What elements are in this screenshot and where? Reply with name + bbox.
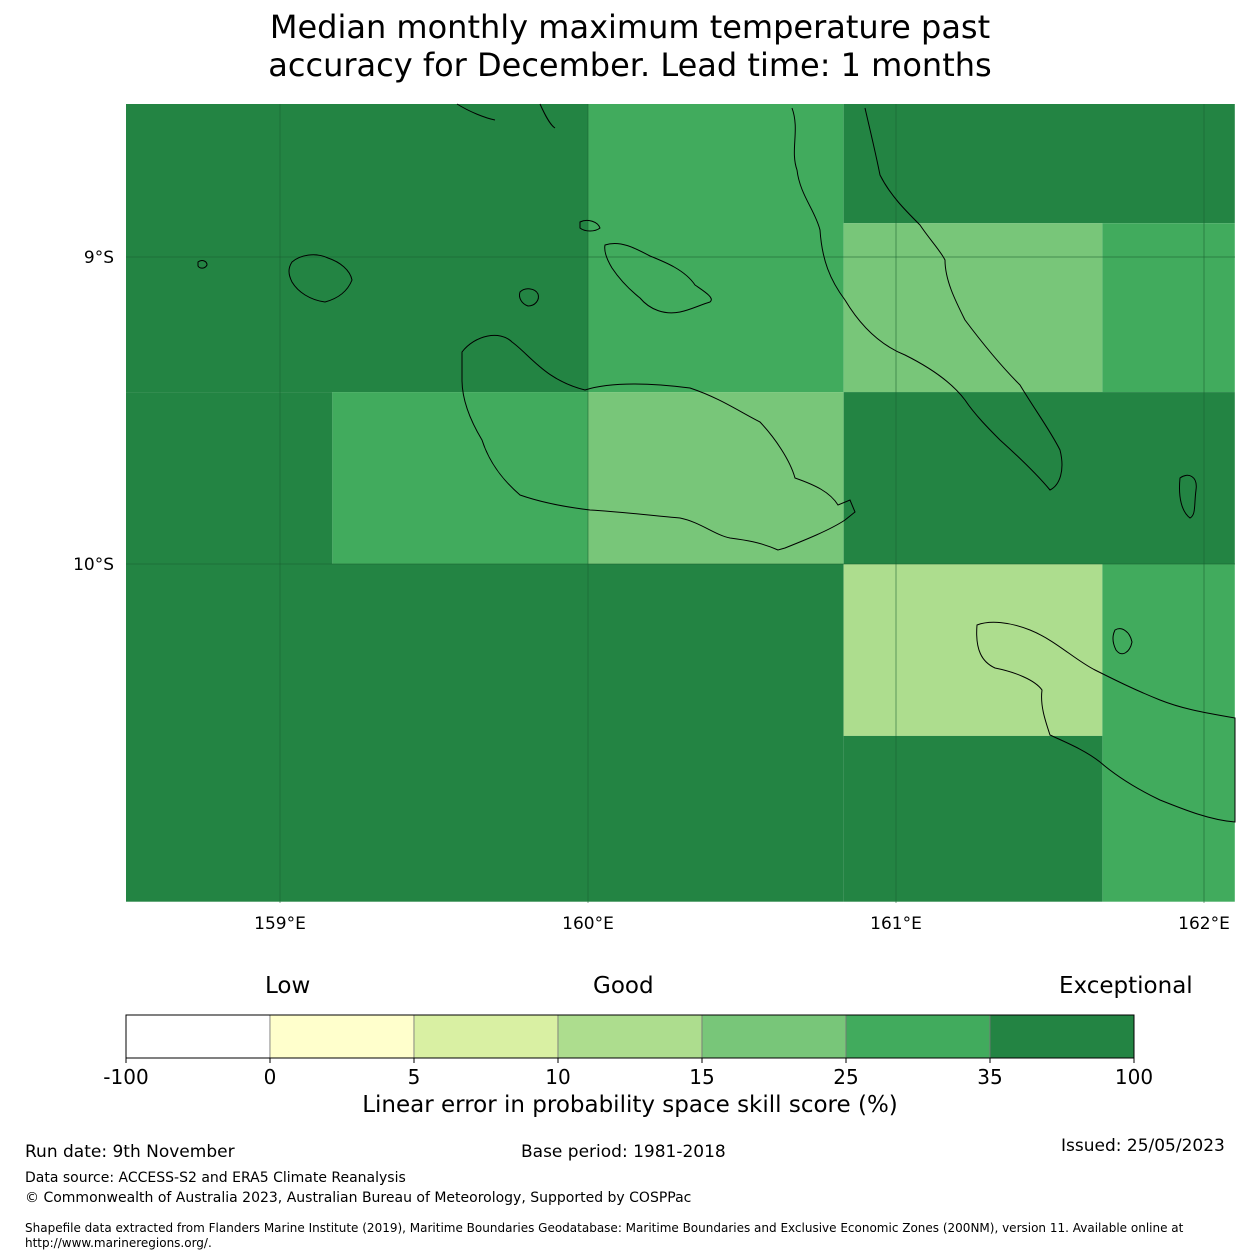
colorbar-bin bbox=[557, 1014, 703, 1059]
title-line-2: accuracy for December. Lead time: 1 mont… bbox=[268, 46, 992, 84]
coastline-guadalcanal bbox=[461, 334, 856, 551]
colorbar-bin bbox=[845, 1014, 991, 1059]
colorbar-bin bbox=[269, 1014, 415, 1059]
latitude-tick-label: 10°S bbox=[73, 555, 114, 575]
skill-cell bbox=[126, 392, 333, 564]
colorbar-label-exceptional: Exceptional bbox=[1059, 973, 1193, 999]
run-date: Run date: 9th November bbox=[25, 1142, 235, 1162]
colorbar-tick-label: 25 bbox=[833, 1065, 858, 1089]
colorbar-tick-label: 5 bbox=[408, 1065, 421, 1089]
longitude-ticks: 159°E 160°E 161°E 162°E bbox=[254, 914, 1230, 934]
issued-date: Issued: 25/05/2023 bbox=[1061, 1136, 1225, 1156]
skill-cell bbox=[588, 104, 844, 393]
coastline-islet-b bbox=[197, 260, 208, 269]
skill-cell bbox=[843, 564, 1103, 736]
latitude-tick-label: 9°S bbox=[84, 248, 114, 268]
coastline-florida-islands bbox=[604, 242, 712, 314]
coastline-islet-e bbox=[579, 219, 601, 232]
title-line-1: Median monthly maximum temperature past bbox=[269, 8, 991, 46]
skill-cell bbox=[1102, 564, 1235, 902]
longitude-tick-label: 159°E bbox=[254, 914, 306, 934]
colorbar-tick-label: 35 bbox=[977, 1065, 1002, 1089]
skill-cell bbox=[843, 104, 1235, 224]
coastline-russell-islands bbox=[288, 254, 353, 303]
colorbar-bins bbox=[125, 1014, 1135, 1059]
colorbar-label-low: Low bbox=[265, 973, 311, 999]
colorbar-tick-label: 10 bbox=[545, 1065, 570, 1089]
colorbar-label-good: Good bbox=[593, 973, 654, 999]
coastline-malaita bbox=[791, 107, 1063, 491]
colorbar-bin bbox=[701, 1014, 847, 1059]
skill-cell bbox=[1102, 223, 1235, 393]
skill-cell bbox=[843, 223, 1103, 393]
colorbar-axis-label: Linear error in probability space skill … bbox=[362, 1092, 898, 1118]
shapefile-credit-line-2: http://www.marineregions.org/. bbox=[25, 1236, 212, 1250]
coastline-islet-d bbox=[1112, 628, 1133, 655]
colorbar-bin bbox=[125, 1014, 271, 1059]
shapefile-credit-line-1: Shapefile data extracted from Flanders M… bbox=[25, 1221, 1184, 1235]
colorbar-bin bbox=[413, 1014, 559, 1059]
colorbar-tick-label: 0 bbox=[264, 1065, 277, 1089]
skill-cell bbox=[588, 392, 844, 564]
colorbar-outline bbox=[125, 1014, 1135, 1059]
skill-cell bbox=[843, 735, 1103, 902]
skill-cell bbox=[126, 564, 844, 902]
colorbar: -100 0 5 10 15 25 35 100 bbox=[103, 1014, 1153, 1089]
coastline-islet-f bbox=[456, 103, 556, 129]
coastline-islet-c bbox=[1179, 474, 1197, 519]
colorbar-tick-label: 100 bbox=[1115, 1065, 1153, 1089]
base-period: Base period: 1981-2018 bbox=[521, 1142, 726, 1162]
map-figure: 159°E 160°E 161°E 162°E 9°S 10°S bbox=[73, 103, 1236, 934]
colorbar-tick-label: 15 bbox=[689, 1065, 714, 1089]
skill-cells-layer bbox=[126, 104, 1235, 902]
copyright: © Commonwealth of Australia 2023, Austra… bbox=[25, 1190, 692, 1206]
graticule-layer bbox=[126, 104, 1235, 903]
data-source: Data source: ACCESS-S2 and ERA5 Climate … bbox=[25, 1170, 406, 1186]
coastline-islet-a bbox=[519, 288, 539, 307]
colorbar-ticks: -100 0 5 10 15 25 35 100 bbox=[103, 1058, 1153, 1089]
colorbar-tick-label: -100 bbox=[103, 1065, 148, 1089]
page-title: Median monthly maximum temperature past … bbox=[0, 8, 1260, 84]
coastline-makira bbox=[976, 621, 1236, 823]
longitude-tick-label: 160°E bbox=[562, 914, 614, 934]
longitude-tick-label: 162°E bbox=[1178, 914, 1230, 934]
skill-cell bbox=[332, 392, 588, 564]
longitude-tick-label: 161°E bbox=[870, 914, 922, 934]
skill-cell bbox=[126, 104, 588, 393]
latitude-ticks: 9°S 10°S bbox=[73, 248, 114, 575]
coastline-layer bbox=[197, 103, 1236, 823]
colorbar-bin bbox=[989, 1014, 1135, 1059]
